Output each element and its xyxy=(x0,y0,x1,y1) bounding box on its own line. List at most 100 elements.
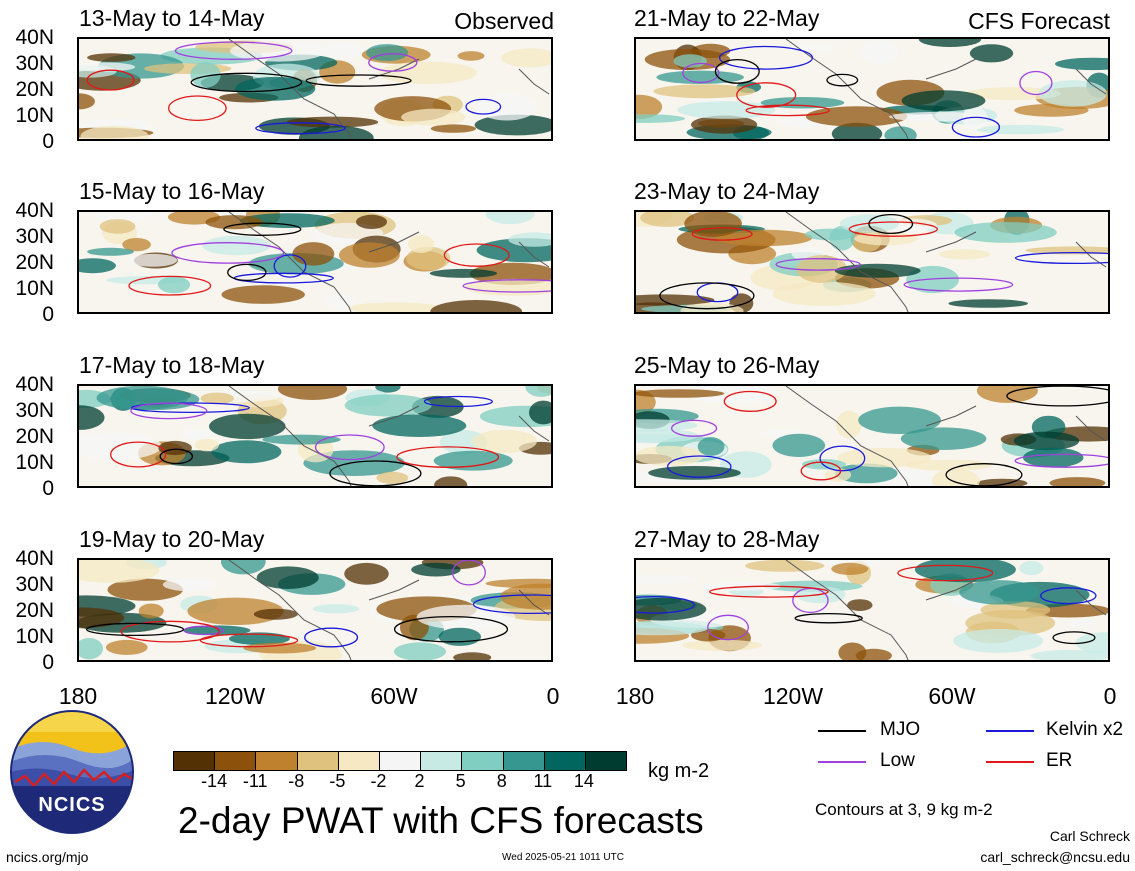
pwat-anomaly-patch xyxy=(438,627,481,646)
y-tick: 10N xyxy=(15,625,54,648)
pwat-anomaly-patch xyxy=(636,419,698,432)
pwat-anomaly-patch xyxy=(138,603,164,619)
pwat-anomaly-patch xyxy=(79,93,95,110)
pwat-anomaly-patch xyxy=(653,84,756,99)
contour-loop xyxy=(304,627,359,648)
er-line-swatch xyxy=(986,761,1034,763)
contour-loop xyxy=(1040,587,1097,605)
pwat-anomaly-patch xyxy=(183,625,251,636)
panel-title: 19-May to 20-May xyxy=(79,526,265,552)
pwat-anomaly-patch xyxy=(804,228,856,241)
contour-loop xyxy=(951,116,1001,138)
pwat-anomaly-patch xyxy=(805,106,908,127)
pwat-anomaly-patch xyxy=(959,580,1040,605)
pwat-anomaly-patch xyxy=(79,607,125,629)
pwat-anomaly-patch xyxy=(745,560,825,572)
pwat-anomaly-patch xyxy=(715,229,813,247)
contour-loop xyxy=(168,95,227,122)
pwat-anomaly-patch xyxy=(801,459,847,470)
pwat-anomaly-patch xyxy=(953,628,1043,653)
pwat-anomaly-patch xyxy=(636,94,663,119)
contour-loop xyxy=(120,620,220,643)
pwat-anomaly-patch xyxy=(834,263,921,278)
pwat-anomaly-patch xyxy=(378,61,477,84)
pwat-anomaly-patch xyxy=(109,388,200,411)
contour-loop xyxy=(314,434,385,461)
contour-loop xyxy=(826,73,859,87)
pwat-map xyxy=(77,37,553,141)
low-line-swatch xyxy=(818,761,866,763)
contour-loop xyxy=(273,254,307,278)
pwat-anomaly-patch xyxy=(235,76,316,101)
colorbar-label: -2 xyxy=(370,771,387,791)
contour-loop xyxy=(190,72,303,93)
pwat-anomaly-patch xyxy=(348,302,443,312)
contour-note: Contours at 3, 9 kg m-2 xyxy=(815,800,993,819)
pwat-anomaly-patch xyxy=(200,392,234,405)
colorbar-units: kg m-2 xyxy=(648,760,710,782)
contour-loop xyxy=(736,82,797,108)
logo-text: NCICS xyxy=(38,794,106,816)
pwat-anomaly-patch xyxy=(525,386,551,397)
pwat-anomaly-patch xyxy=(433,450,513,471)
contour-loop xyxy=(451,560,486,586)
pwat-anomaly-patch xyxy=(636,597,707,621)
contour-loop xyxy=(794,612,863,624)
contour-loop xyxy=(848,221,938,237)
contour-loop xyxy=(443,243,510,267)
pwat-anomaly-patch xyxy=(158,440,192,456)
contour-loop xyxy=(329,460,422,486)
pwat-anomaly-patch xyxy=(636,294,715,306)
pwat-anomaly-patch xyxy=(187,597,284,625)
colorbar-label: 2 xyxy=(414,771,425,791)
pwat-anomaly-patch xyxy=(889,111,987,122)
colorbar-swatch xyxy=(585,752,627,770)
pwat-anomaly-patch xyxy=(453,652,492,660)
y-tick: 0 xyxy=(42,130,54,153)
pwat-anomaly-patch xyxy=(855,648,892,660)
pwat-anomaly-patch xyxy=(977,478,1028,486)
pwat-anomaly-patch xyxy=(429,268,497,278)
pwat-anomaly-patch xyxy=(656,70,744,84)
pwat-anomaly-patch xyxy=(831,122,883,139)
pwat-anomaly-patch xyxy=(344,562,389,585)
contour-loop xyxy=(174,41,293,60)
panel-title: 17-May to 18-May xyxy=(79,352,265,378)
coastline xyxy=(785,39,1107,139)
pwat-anomaly-patch xyxy=(796,255,847,283)
pwat-anomaly-patch xyxy=(965,87,1061,101)
pwat-anomaly-patch xyxy=(243,642,317,654)
contour-loop xyxy=(897,564,994,582)
pwat-anomaly-patch xyxy=(211,440,282,464)
pwat-anomaly-patch xyxy=(636,445,704,466)
pwat-anomaly-patch xyxy=(1075,632,1108,654)
pwat-map xyxy=(77,210,553,314)
colorbar-swatch xyxy=(297,752,339,770)
pwat-anomaly-patch xyxy=(434,476,468,486)
colorbar-swatch xyxy=(421,752,463,770)
y-tick: 40N xyxy=(15,26,54,49)
pwat-anomaly-patch xyxy=(636,429,699,443)
pwat-anomaly-patch xyxy=(931,469,980,486)
pwat-anomaly-patch xyxy=(376,471,409,484)
mjo-line-swatch xyxy=(818,730,866,732)
pwat-anomaly-patch xyxy=(471,429,537,453)
contour-loop xyxy=(171,242,285,264)
pwat-anomaly-patch xyxy=(298,125,374,139)
colorbar-label: -8 xyxy=(288,771,305,791)
pwat-anomaly-patch xyxy=(779,43,837,52)
pwat-field xyxy=(79,212,551,312)
pwat-anomaly-patch xyxy=(1038,80,1107,107)
pwat-field xyxy=(636,212,1108,312)
colorbar-label: 14 xyxy=(573,771,594,791)
pwat-anomaly-patch xyxy=(508,232,551,247)
pwat-anomaly-patch xyxy=(256,566,319,589)
pwat-anomaly-patch xyxy=(162,578,217,592)
contour-loop xyxy=(659,282,755,310)
colorbar-label: -5 xyxy=(329,771,346,791)
contour-loop xyxy=(1019,70,1053,96)
footer-timestamp: Wed 2025-05-21 1011 UTC xyxy=(502,852,624,863)
contour-loop xyxy=(1014,453,1108,468)
colorbar-label: -11 xyxy=(242,771,268,791)
pwat-anomaly-patch xyxy=(636,621,708,636)
